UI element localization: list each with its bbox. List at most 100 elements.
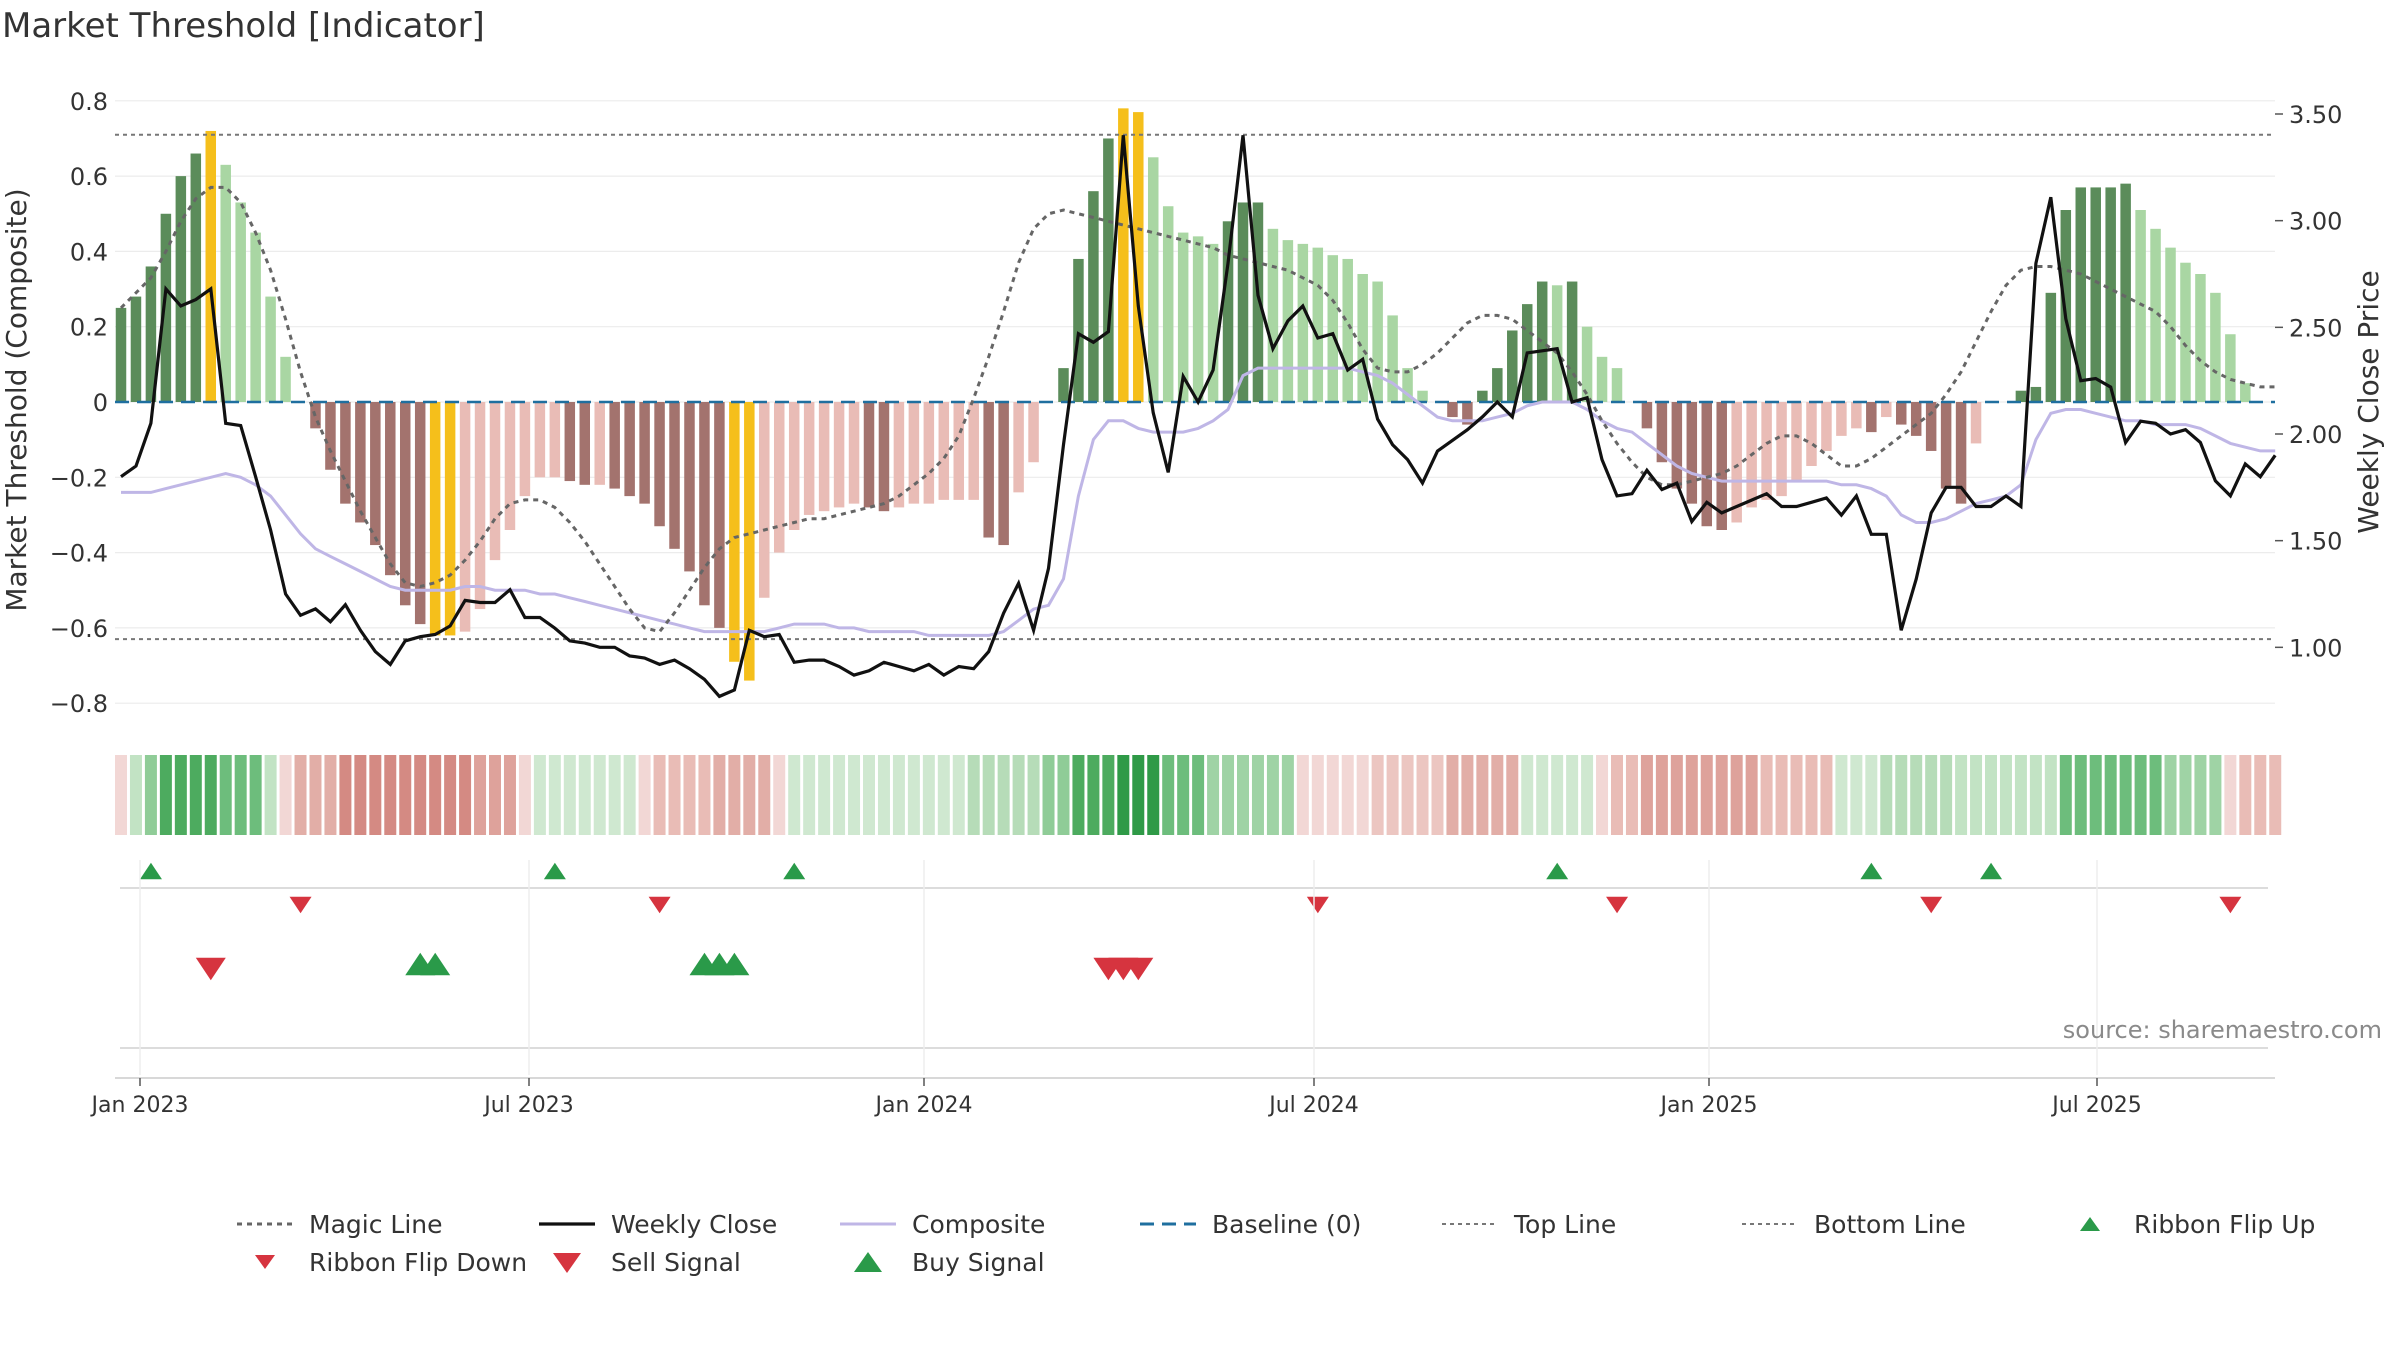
ribbon-cell xyxy=(309,755,322,835)
ribbon-flip-down-marker xyxy=(1606,896,1629,914)
threshold-bar xyxy=(1372,281,1383,402)
x-tick-label: Jul 2025 xyxy=(2050,1093,2142,1118)
ribbon-cell xyxy=(2119,755,2132,835)
buy-signal-marker xyxy=(420,952,451,976)
y-tick-label: −0.8 xyxy=(50,690,108,718)
ribbon-cell xyxy=(937,755,950,835)
threshold-bar xyxy=(1103,138,1114,402)
ribbon-cell xyxy=(1326,755,1339,835)
threshold-bar xyxy=(1566,281,1578,402)
ribbon-cell xyxy=(1940,755,1953,835)
threshold-bar xyxy=(1671,402,1683,489)
ribbon-cell xyxy=(324,755,337,835)
legend: Magic Line Weekly Close Composite Baseline … xyxy=(0,1205,2400,1295)
ribbon-cell xyxy=(369,755,382,835)
ribbon-cell xyxy=(414,755,427,835)
threshold-bar xyxy=(205,130,217,403)
threshold-bar xyxy=(1791,402,1802,482)
ribbon-cell xyxy=(2269,755,2282,835)
ribbon-strip xyxy=(115,755,2282,835)
source-note: source: sharemaestro.com xyxy=(2062,1016,2382,1044)
threshold-bar xyxy=(504,402,516,530)
threshold-bar xyxy=(2105,187,2116,402)
ribbon-cell xyxy=(1371,755,1384,835)
threshold-bar xyxy=(534,402,546,478)
ribbon-cell xyxy=(1970,755,1983,835)
chart-title: Market Threshold [Indicator] xyxy=(2,6,485,46)
threshold-bar xyxy=(250,232,261,402)
threshold-bar xyxy=(2045,292,2057,402)
threshold-bar xyxy=(1656,402,1668,463)
ribbon-cell xyxy=(279,755,292,835)
ribbon-cell xyxy=(1057,755,1070,835)
threshold-bar xyxy=(1596,356,1608,402)
ribbon-cell xyxy=(474,755,487,835)
ribbon-cell xyxy=(892,755,905,835)
ribbon-cell xyxy=(713,755,726,835)
ribbon-cell xyxy=(1087,755,1100,835)
ribbon-cell xyxy=(833,755,846,835)
threshold-bar xyxy=(459,402,471,632)
ribbon-cell xyxy=(967,755,980,835)
threshold-bar xyxy=(923,402,935,504)
ribbon-cell xyxy=(1162,755,1175,835)
legend-item: Baseline (0) xyxy=(1138,1205,1361,1243)
threshold-bar xyxy=(370,402,381,546)
composite-line xyxy=(121,366,2276,637)
threshold-bar xyxy=(1776,402,1787,497)
threshold-bar xyxy=(220,164,231,402)
ribbon-cell xyxy=(2194,755,2207,835)
legend-item: Buy Signal xyxy=(838,1243,1045,1281)
threshold-bar xyxy=(265,296,276,402)
ribbon-cell xyxy=(1865,755,1878,835)
ribbon-cell xyxy=(818,755,831,835)
ribbon-cell xyxy=(1790,755,1803,835)
ribbon-cell xyxy=(294,755,307,835)
ribbon-cell xyxy=(1715,755,1728,835)
threshold-bar xyxy=(1821,402,1832,451)
threshold-bar xyxy=(669,402,680,549)
ribbon-cell xyxy=(1506,755,1519,835)
ribbon-cell xyxy=(1356,755,1369,835)
threshold-bar xyxy=(1492,368,1503,402)
x-tick-label: Jul 2024 xyxy=(1267,1093,1359,1118)
threshold-bar xyxy=(175,176,187,402)
threshold-bar xyxy=(1028,402,1039,463)
ribbon-cell xyxy=(1521,755,1534,835)
threshold-bar xyxy=(340,402,351,504)
ribbon-cell xyxy=(1446,755,1459,835)
ribbon-cell xyxy=(144,755,157,835)
threshold-bar xyxy=(759,402,770,598)
ribbon-flip-down-marker xyxy=(1920,896,1943,914)
legend-symbol-bottomline xyxy=(1740,1212,1800,1236)
threshold-bar xyxy=(1806,402,1817,466)
threshold-bar xyxy=(1536,281,1548,402)
threshold-bar xyxy=(818,402,830,512)
ribbon-cell xyxy=(758,755,771,835)
weekly-close-line xyxy=(120,135,2277,699)
legend-label: Magic Line xyxy=(309,1209,443,1239)
ribbon-cell xyxy=(1296,755,1309,835)
ribbon-cell xyxy=(339,755,352,835)
ribbon-cell xyxy=(1341,755,1354,835)
threshold-bar xyxy=(908,402,920,504)
ribbon-cell xyxy=(2014,755,2027,835)
ribbon-cell xyxy=(653,755,666,835)
ribbon-cell xyxy=(384,755,397,835)
x-tick-label: Jul 2023 xyxy=(482,1093,574,1118)
ribbon-cell xyxy=(159,755,172,835)
ribbon-cell xyxy=(249,755,262,835)
threshold-bar xyxy=(2090,187,2101,402)
ribbon-cell xyxy=(1192,755,1205,835)
threshold-bar xyxy=(1910,402,1922,436)
legend-symbol-magic xyxy=(235,1212,295,1236)
ribbon-cell xyxy=(1266,755,1279,835)
y2-tick-label: 1.50 xyxy=(2289,528,2342,556)
threshold-bar xyxy=(893,402,905,508)
ribbon-cell xyxy=(264,755,277,835)
legend-label: Bottom Line xyxy=(1814,1209,1966,1239)
ribbon-cell xyxy=(863,755,875,835)
threshold-bar xyxy=(833,402,845,508)
series-lines xyxy=(115,133,2277,699)
threshold-bar xyxy=(414,402,426,625)
